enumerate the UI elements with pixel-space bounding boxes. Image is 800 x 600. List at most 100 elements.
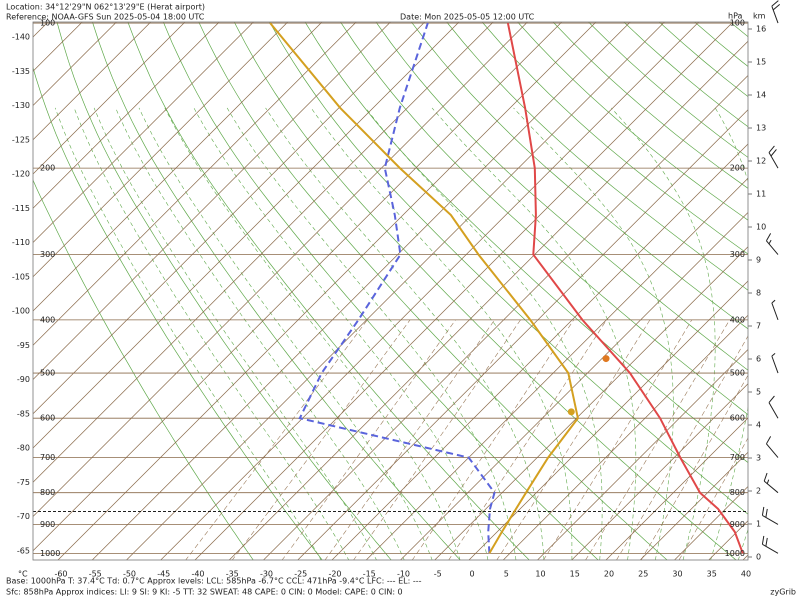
- isotherm: [503, 314, 748, 560]
- wind-barb: [761, 506, 779, 525]
- mixing-ratio-line: [585, 319, 730, 560]
- isotherm: [229, 40, 748, 560]
- pressure-label-right: 100: [730, 19, 745, 28]
- dry-adiabat: [269, 22, 748, 515]
- profiles: [33, 22, 748, 554]
- km-label: 6: [756, 355, 761, 364]
- dry-adiabat: [33, 66, 323, 560]
- x-tick-label: -10: [397, 570, 410, 579]
- left-tick-label: -75: [17, 478, 30, 487]
- left-tick-label: -105: [12, 272, 30, 281]
- isotherm: [126, 22, 665, 560]
- brand: zyGrib: [770, 588, 796, 597]
- isotherm: [92, 22, 631, 560]
- x-tick-label: -55: [89, 570, 102, 579]
- wind-barb: [765, 233, 779, 255]
- isotherm: [640, 451, 748, 560]
- x-tick-label: -25: [294, 570, 307, 579]
- x-tick-label: -50: [123, 570, 136, 579]
- left-tick-label: -95: [17, 341, 30, 350]
- dry-adiabat: [198, 22, 668, 560]
- x-tick-label: 0: [469, 570, 474, 579]
- pressure-label-left: 100: [40, 19, 55, 28]
- location: Location: 34°12'29"N 062°13'29"E (Herat …: [6, 3, 205, 12]
- isotherm: [33, 22, 460, 449]
- dry-adiabat: [163, 22, 599, 560]
- isotherm: [468, 280, 748, 560]
- pressure-label-left: 600: [40, 414, 55, 423]
- isotherm: [33, 22, 425, 415]
- wind-barb: [765, 436, 779, 458]
- left-tick-label: -70: [17, 512, 30, 521]
- isotherm: [400, 212, 748, 560]
- mixing-ratio-line: [324, 319, 495, 560]
- isotherm: [297, 109, 748, 560]
- mixing-ratio-line: [496, 319, 651, 560]
- isotherm: [33, 22, 562, 552]
- km-label: 10: [756, 223, 766, 232]
- isotherm: [263, 75, 748, 560]
- mixing-ratio-line: [616, 335, 748, 560]
- pressure-label-right: 300: [730, 250, 745, 259]
- isotherm: [160, 22, 699, 560]
- x-tick-label: 15: [570, 570, 580, 579]
- x-tick-label: 30: [672, 570, 682, 579]
- km-label: 9: [756, 256, 761, 265]
- isotherm: [33, 22, 288, 278]
- km-label: 14: [756, 91, 766, 100]
- x-tick-label: -60: [54, 570, 67, 579]
- wind-barb: [771, 0, 781, 24]
- pressure-label-right: 400: [730, 315, 745, 324]
- isotherm: [33, 22, 357, 346]
- isotherm: [33, 22, 254, 243]
- dry-adiabat: [517, 22, 748, 221]
- pressure-label-left: 900: [40, 520, 55, 529]
- footer-line1: Base: 1000hPa T: 37.4°C Td: 0.7°C Approx…: [6, 577, 422, 586]
- isotherm: [537, 349, 748, 560]
- left-tick-label: -140: [12, 33, 30, 42]
- date: Date: Mon 2025-05-05 12:00 UTC: [400, 13, 535, 22]
- isotherm: [57, 22, 597, 560]
- isotherm: [33, 22, 494, 483]
- pressure-label-left: 200: [40, 164, 55, 173]
- dry-adiabat: [340, 22, 748, 416]
- mixing-ratio-line: [231, 319, 411, 560]
- mixing-ratio-line: [678, 437, 748, 560]
- pressure-label-right: 900: [730, 520, 745, 529]
- pressure-label-right: 800: [730, 488, 745, 497]
- dry-adiabat: [56, 22, 392, 560]
- profile-line: [506, 22, 744, 554]
- left-tick-label: -115: [12, 204, 30, 213]
- x-tick-label: 10: [535, 570, 545, 579]
- dry-adiabat: [375, 22, 748, 371]
- pressure-label-left: 800: [40, 488, 55, 497]
- mixing-ratio-line: [640, 374, 748, 560]
- isotherm: [33, 22, 391, 380]
- x-tick-label: -20: [328, 570, 341, 579]
- km-label: 11: [756, 190, 766, 199]
- profile-line: [269, 22, 579, 554]
- x-tick-label: 25: [638, 570, 648, 579]
- left-tick-label: -90: [17, 375, 30, 384]
- pressure-label-left: 300: [40, 250, 55, 259]
- left-tick-label: -80: [17, 444, 30, 453]
- wind-barb: [768, 395, 779, 419]
- wind-barb: [768, 145, 779, 169]
- km-label: 16: [756, 25, 766, 34]
- left-tick-label: -65: [17, 546, 30, 555]
- left-tick-label: -135: [12, 67, 30, 76]
- km-label: 13: [756, 124, 766, 133]
- pressure-label-right: 700: [730, 453, 745, 462]
- pressure-label-left: 1000: [40, 549, 60, 558]
- km-label: 4: [756, 421, 761, 430]
- background-lines: [33, 22, 748, 560]
- left-tick-label: -120: [12, 170, 30, 179]
- dry-adiabat: [33, 179, 254, 560]
- x-tick-label: -45: [157, 570, 170, 579]
- pressure-label-left: 400: [40, 315, 55, 324]
- x-tick-label: 20: [604, 570, 614, 579]
- wind-barb: [771, 352, 779, 374]
